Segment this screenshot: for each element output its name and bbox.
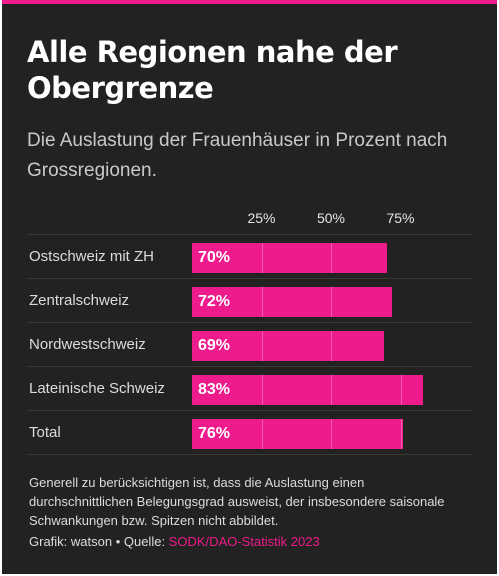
x-tick-label: 25%	[247, 210, 276, 226]
footnote: Generell zu berücksichtigen ist, dass di…	[29, 475, 445, 528]
gridline	[400, 419, 402, 449]
bar: 76%	[192, 419, 404, 449]
category-label: Total	[29, 424, 61, 441]
gridline	[331, 419, 332, 449]
gridline	[261, 331, 263, 361]
gridline	[331, 375, 332, 405]
x-tick-label: 50%	[316, 210, 346, 226]
category-label: Zentralschweiz	[29, 292, 130, 309]
source-prefix: Grafik: watson • Quelle:	[29, 534, 169, 549]
category-label: Nordwestschweiz	[29, 336, 146, 353]
x-axis-ticks: 25% 50% 75%	[2, 210, 497, 230]
source-line: Grafik: watson • Quelle: SODK/DAO-Statis…	[29, 534, 320, 549]
category-label: Lateinische Schweiz	[29, 380, 165, 397]
bar-value-label: 70%	[198, 249, 231, 266]
gridline	[331, 287, 332, 317]
bar-row: Lateinische Schweiz 83%	[27, 367, 472, 411]
bar-value-label: 69%	[198, 337, 231, 354]
bar-rows: Ostschweiz mit ZH 70% Zentralschweiz 72% Nor…	[27, 234, 472, 455]
gridline	[400, 375, 402, 405]
bar: 83%	[192, 375, 423, 405]
chart-title: Alle Regionen nahe der Obergrenze	[27, 35, 398, 105]
bar-value-label: 83%	[198, 381, 231, 398]
bar-value-label: 72%	[198, 293, 231, 310]
bar: 69%	[192, 331, 384, 361]
gridline	[261, 375, 263, 405]
bar: 70%	[192, 243, 387, 273]
bar-row: Nordwestschweiz 69%	[27, 323, 472, 367]
bar-row: Total 76%	[27, 411, 472, 455]
gridline	[331, 331, 332, 361]
chart-subtitle: Die Auslastung der Frauenhäuser in Proze…	[27, 130, 448, 181]
bar-row: Zentralschweiz 72%	[27, 279, 472, 323]
bar: 72%	[192, 287, 393, 317]
gridline	[331, 243, 332, 273]
bar-row: Ostschweiz mit ZH 70%	[27, 234, 472, 279]
category-label: Ostschweiz mit ZH	[29, 248, 155, 265]
source-link[interactable]: SODK/DAO-Statistik 2023	[168, 534, 320, 549]
gridline	[261, 243, 263, 273]
x-tick-label: 75%	[386, 210, 415, 226]
gridline	[261, 419, 263, 449]
gridline	[261, 287, 263, 317]
bar-value-label: 76%	[198, 425, 231, 442]
